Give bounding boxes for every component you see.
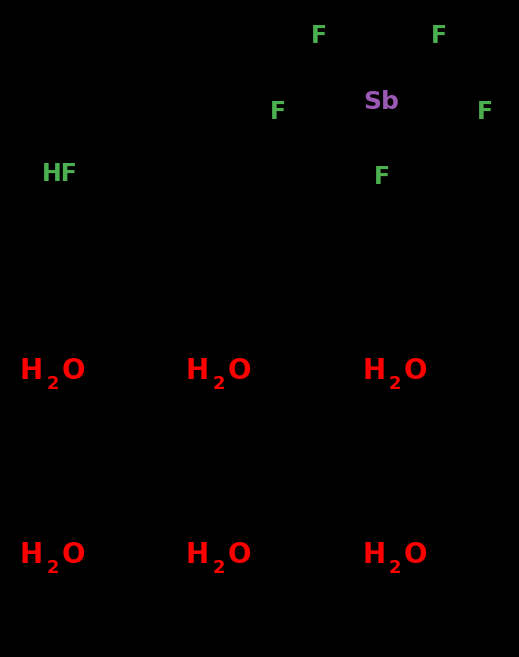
Text: H: H xyxy=(362,357,385,385)
Text: HF: HF xyxy=(42,162,78,186)
Text: H: H xyxy=(362,541,385,569)
Text: O: O xyxy=(61,541,85,569)
Text: H: H xyxy=(186,541,209,569)
Text: H: H xyxy=(186,357,209,385)
Text: 2: 2 xyxy=(389,559,401,578)
Text: O: O xyxy=(404,541,428,569)
Text: O: O xyxy=(404,357,428,385)
Text: F: F xyxy=(430,24,447,48)
Text: Sb: Sb xyxy=(363,90,400,114)
Text: 2: 2 xyxy=(212,559,225,578)
Text: 2: 2 xyxy=(46,559,59,578)
Text: H: H xyxy=(20,357,43,385)
Text: 2: 2 xyxy=(389,375,401,394)
Text: O: O xyxy=(227,541,251,569)
Text: F: F xyxy=(477,100,494,124)
Text: 2: 2 xyxy=(46,375,59,394)
Text: O: O xyxy=(61,357,85,385)
Text: F: F xyxy=(269,100,286,124)
Text: O: O xyxy=(227,357,251,385)
Text: 2: 2 xyxy=(212,375,225,394)
Text: F: F xyxy=(311,24,327,48)
Text: H: H xyxy=(20,541,43,569)
Text: F: F xyxy=(373,166,390,189)
